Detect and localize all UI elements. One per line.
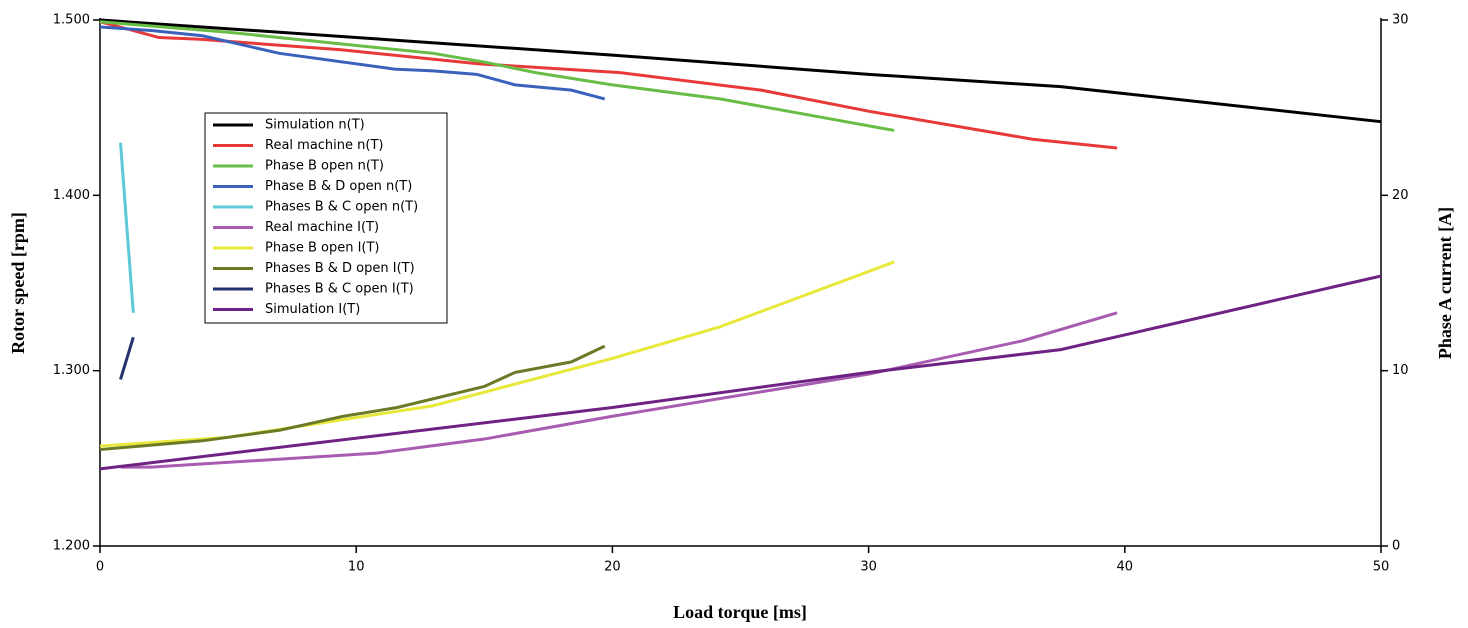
y-tick-label: 1.400 [53,188,90,203]
y-axis-label: Rotor speed [rpm] [8,212,28,354]
series-line [99,344,606,452]
legend-label: Simulation I(T) [265,302,360,317]
x-tick-label: 20 [604,560,621,575]
legend-label: Phase B open n(T) [265,159,384,174]
y-tick-label: 1.500 [53,13,90,28]
x-tick-label: 0 [96,560,104,575]
legend-label: Real machine n(T) [265,138,383,153]
x-tick-label: 10 [348,560,365,575]
series-line [99,20,895,132]
series-line [119,142,135,313]
legend-label: Phase B & D open n(T) [265,179,412,194]
x-tick-label: 40 [1117,560,1134,575]
x-tick-label: 30 [860,560,877,575]
legend-label: Phases B & D open I(T) [265,261,415,276]
series-line [120,311,1118,469]
series-line [99,18,1382,124]
y2-tick-label: 20 [1392,188,1409,203]
series-line [119,336,135,380]
y-tick-label: 1.200 [53,539,90,554]
y2-tick-label: 30 [1392,13,1409,28]
x-tick-label: 50 [1373,560,1390,575]
y2-axis-label: Phase A current [A] [1435,207,1455,359]
x-axis-label: Load torque [ms] [673,602,807,622]
series-line [99,25,606,101]
y2-tick-label: 10 [1392,363,1409,378]
series-line [99,274,1382,471]
legend-label: Real machine I(T) [265,220,379,235]
legend-label: Phases B & C open n(T) [265,200,418,215]
y2-tick-label: 0 [1392,539,1400,554]
series-line [99,20,1118,150]
y-tick-label: 1.300 [53,363,90,378]
legend-label: Phase B open I(T) [265,241,380,256]
legend-label: Phases B & C open I(T) [265,282,414,297]
legend-label: Simulation n(T) [265,118,365,133]
